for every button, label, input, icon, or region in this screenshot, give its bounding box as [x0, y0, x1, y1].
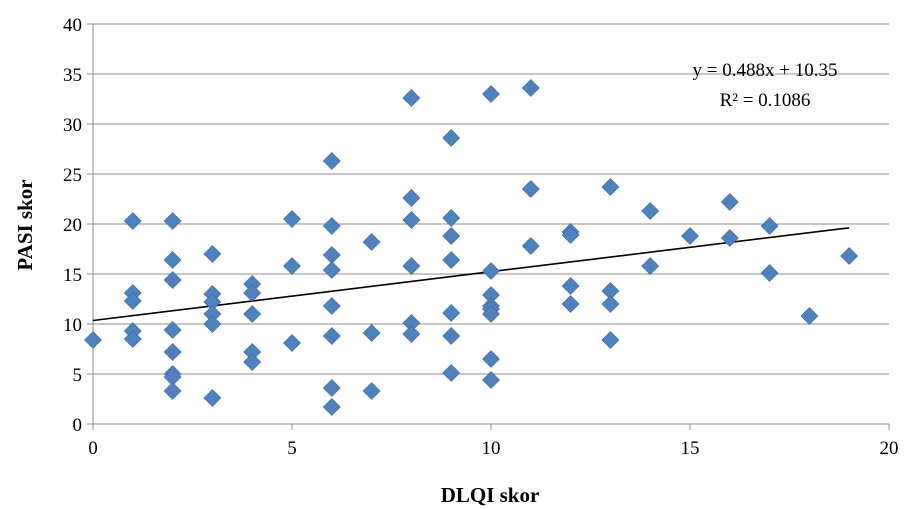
data-point-53 — [482, 262, 500, 280]
data-point-24 — [243, 353, 262, 371]
data-point-58 — [482, 350, 500, 368]
data-point-41 — [402, 211, 421, 229]
y-tick-label-35: 35 — [63, 65, 82, 86]
data-point-5 — [123, 330, 142, 348]
y-tick-label-10: 10 — [63, 315, 82, 336]
data-point-52 — [482, 85, 500, 103]
y-tick-label-25: 25 — [63, 165, 82, 186]
y-tick-label-30: 30 — [63, 115, 82, 136]
data-point-45 — [442, 129, 461, 147]
data-point-29 — [322, 217, 341, 235]
data-point-62 — [521, 237, 540, 255]
data-point-48 — [442, 251, 461, 269]
data-point-36 — [362, 233, 381, 251]
data-point-18 — [203, 315, 222, 333]
data-point-13 — [163, 382, 182, 400]
data-point-60 — [521, 79, 540, 97]
data-point-46 — [442, 209, 461, 227]
y-tick-label-15: 15 — [63, 265, 82, 286]
x-tick-label-15: 15 — [681, 438, 700, 459]
data-point-71 — [641, 202, 660, 220]
data-point-22 — [243, 305, 262, 323]
data-point-61 — [521, 180, 540, 198]
x-axis-title: DLQI skor — [441, 483, 540, 507]
data-point-44 — [402, 325, 421, 343]
data-point-42 — [402, 257, 421, 275]
data-point-51 — [442, 364, 461, 382]
trendline-r-squared: R² = 0.1086 — [720, 90, 811, 111]
data-point-49 — [442, 304, 461, 322]
trendline-equation: y = 0.488x + 10.35 — [693, 60, 838, 81]
data-point-26 — [283, 257, 301, 275]
data-point-0 — [84, 331, 102, 349]
data-point-50 — [442, 327, 461, 345]
data-point-30 — [322, 246, 341, 264]
data-point-78 — [800, 307, 819, 325]
data-point-7 — [163, 251, 182, 269]
data-point-19 — [203, 389, 222, 407]
data-point-35 — [322, 398, 341, 416]
data-point-40 — [402, 189, 421, 207]
data-point-9 — [163, 321, 182, 339]
data-point-70 — [601, 331, 620, 349]
data-point-32 — [322, 297, 341, 315]
y-tick-label-5: 5 — [73, 365, 83, 386]
x-tick-label-20: 20 — [880, 438, 899, 459]
x-tick-label-0: 0 — [88, 438, 98, 459]
data-point-66 — [561, 295, 580, 313]
y-axis-title: PASI skor — [13, 179, 37, 270]
data-point-14 — [203, 245, 222, 263]
data-point-79 — [840, 247, 859, 265]
data-point-64 — [561, 226, 580, 244]
data-point-10 — [163, 343, 182, 361]
axes — [87, 23, 890, 430]
data-point-6 — [163, 212, 182, 230]
data-point-38 — [362, 382, 381, 400]
data-point-75 — [720, 229, 739, 247]
data-point-33 — [322, 327, 341, 345]
data-point-73 — [681, 227, 699, 245]
data-point-25 — [283, 210, 301, 228]
data-point-74 — [720, 193, 739, 211]
data-point-8 — [163, 271, 182, 289]
data-point-31 — [322, 261, 341, 279]
data-point-39 — [402, 89, 421, 107]
data-point-34 — [322, 379, 341, 397]
x-tick-label-5: 5 — [287, 438, 297, 459]
data-point-27 — [283, 334, 301, 352]
data-point-72 — [641, 257, 660, 275]
data-point-37 — [362, 324, 381, 342]
y-tick-label-40: 40 — [63, 15, 82, 36]
data-point-47 — [442, 227, 461, 245]
data-point-3 — [123, 292, 142, 310]
data-point-69 — [601, 295, 620, 313]
data-points — [84, 79, 859, 416]
data-point-1 — [123, 212, 142, 230]
data-point-59 — [482, 371, 500, 389]
y-tick-label-20: 20 — [63, 215, 82, 236]
data-point-67 — [601, 178, 620, 196]
y-tick-label-0: 0 — [73, 415, 83, 436]
data-point-76 — [760, 217, 779, 235]
tick-labels: 0 5 10 15 20 25 30 35 40 0 5 10 15 20 — [63, 15, 899, 459]
data-point-77 — [760, 264, 779, 282]
data-point-21 — [243, 284, 262, 302]
data-point-57 — [482, 305, 500, 323]
x-tick-label-10: 10 — [482, 438, 501, 459]
data-point-65 — [561, 277, 580, 295]
trendline — [92, 226, 850, 322]
trendline-group — [92, 226, 850, 322]
data-point-28 — [322, 152, 341, 170]
